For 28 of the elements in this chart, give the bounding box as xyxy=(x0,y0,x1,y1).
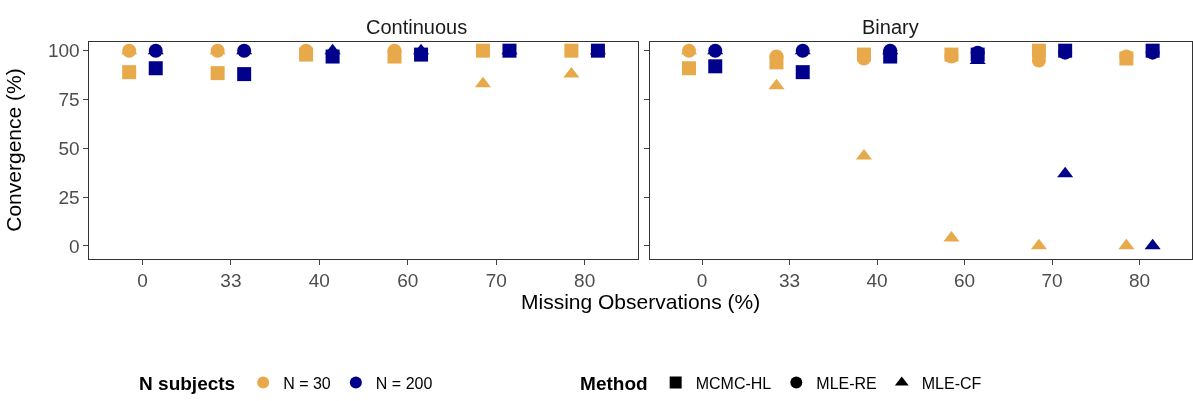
y-tick-label: 75 xyxy=(58,89,80,111)
legend-label: N = 200 xyxy=(375,374,433,392)
y-axis-title: Convergence (%) xyxy=(2,68,26,232)
x-tick-label: 40 xyxy=(308,270,330,292)
chart-title: Binary xyxy=(862,16,919,38)
x-tick-label: 0 xyxy=(696,270,708,292)
text: N subjects xyxy=(139,373,236,395)
legend-label: N = 30 xyxy=(283,374,331,392)
text: Method xyxy=(580,373,648,395)
x-tick-label: 70 xyxy=(1041,270,1063,292)
y-tick-label: 50 xyxy=(58,137,80,159)
x-tick-label: 60 xyxy=(953,270,976,292)
x-tick-label: 60 xyxy=(397,270,419,292)
legend-label: MLE-CF xyxy=(921,374,982,392)
x-tick-label: 80 xyxy=(574,270,596,292)
x-tick-label: 70 xyxy=(485,270,507,292)
x-tick-label: 33 xyxy=(220,270,242,292)
x-tick-label: 80 xyxy=(1128,270,1151,292)
y-tick-label: 25 xyxy=(58,186,80,208)
y-tick-label: 100 xyxy=(47,40,80,62)
legend-label: MCMC-HL xyxy=(695,374,772,392)
x-tick-label: 40 xyxy=(866,270,888,292)
chart-title: Continuous xyxy=(366,16,468,38)
x-tick-label: 0 xyxy=(137,270,148,292)
y-tick-label: 0 xyxy=(69,235,80,257)
legend-label: MLE-RE xyxy=(816,374,877,392)
x-axis-title: Missing Observations (%) xyxy=(521,290,761,313)
x-tick-label: 33 xyxy=(779,270,801,292)
